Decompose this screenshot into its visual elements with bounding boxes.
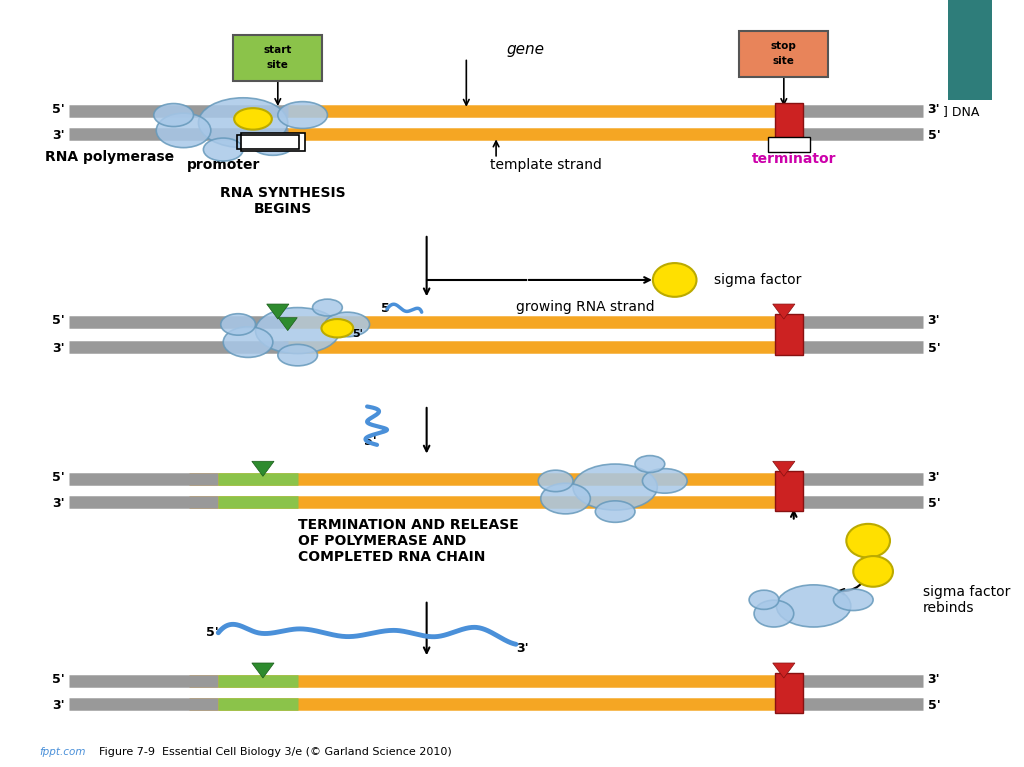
FancyBboxPatch shape <box>768 137 810 152</box>
Polygon shape <box>773 304 795 319</box>
Text: 3': 3' <box>52 130 65 142</box>
Ellipse shape <box>255 308 340 354</box>
FancyBboxPatch shape <box>241 133 304 151</box>
Polygon shape <box>773 461 795 476</box>
Text: growing RNA strand: growing RNA strand <box>516 300 654 314</box>
Ellipse shape <box>253 137 293 155</box>
Circle shape <box>853 556 893 587</box>
Ellipse shape <box>325 312 370 337</box>
Text: 5': 5' <box>352 329 364 340</box>
Ellipse shape <box>541 483 591 514</box>
Text: 5': 5' <box>928 498 940 510</box>
Ellipse shape <box>595 501 635 522</box>
Text: 5': 5' <box>928 130 940 142</box>
Ellipse shape <box>278 344 317 366</box>
Text: 5': 5' <box>381 302 393 314</box>
Ellipse shape <box>834 589 873 611</box>
Text: sigma factor: sigma factor <box>715 273 802 287</box>
Ellipse shape <box>234 108 271 130</box>
Text: 3': 3' <box>928 314 940 327</box>
Ellipse shape <box>278 102 328 129</box>
Text: sigma factor
rebinds: sigma factor rebinds <box>923 584 1010 615</box>
Text: 5': 5' <box>52 314 65 327</box>
Text: ] DNA: ] DNA <box>942 105 979 117</box>
Text: RNA SYNTHESIS
BEGINS: RNA SYNTHESIS BEGINS <box>220 186 345 216</box>
Polygon shape <box>266 304 289 319</box>
Text: 5': 5' <box>365 435 377 447</box>
Ellipse shape <box>539 470 573 492</box>
Circle shape <box>653 263 696 297</box>
Text: 3': 3' <box>928 673 940 686</box>
Text: Figure 7-9  Essential Cell Biology 3/e (© Garland Science 2010): Figure 7-9 Essential Cell Biology 3/e (©… <box>99 746 452 757</box>
Ellipse shape <box>635 456 665 472</box>
Ellipse shape <box>573 464 657 510</box>
Text: fppt.com: fppt.com <box>40 746 86 757</box>
Text: site: site <box>773 56 795 67</box>
Text: 3': 3' <box>516 642 528 654</box>
Ellipse shape <box>750 591 779 609</box>
Ellipse shape <box>223 327 272 357</box>
Text: 3': 3' <box>928 472 940 484</box>
Ellipse shape <box>322 319 353 337</box>
Ellipse shape <box>221 314 255 335</box>
FancyBboxPatch shape <box>775 103 803 143</box>
FancyBboxPatch shape <box>775 314 803 355</box>
Ellipse shape <box>776 584 851 627</box>
Polygon shape <box>252 663 274 678</box>
Text: 5': 5' <box>52 472 65 484</box>
Text: 5': 5' <box>928 342 940 354</box>
Circle shape <box>846 524 890 558</box>
Ellipse shape <box>154 104 194 127</box>
Polygon shape <box>252 461 274 476</box>
Text: 5': 5' <box>206 627 218 639</box>
Ellipse shape <box>157 113 211 148</box>
Polygon shape <box>773 663 795 678</box>
FancyBboxPatch shape <box>775 673 803 713</box>
Ellipse shape <box>204 138 243 161</box>
Text: 3': 3' <box>52 700 65 712</box>
Text: gene: gene <box>507 42 545 58</box>
Text: 5': 5' <box>52 104 65 116</box>
FancyBboxPatch shape <box>775 471 803 511</box>
Ellipse shape <box>312 299 342 316</box>
Ellipse shape <box>199 98 288 148</box>
Text: 3': 3' <box>52 498 65 510</box>
Text: terminator: terminator <box>752 152 836 166</box>
Text: promoter: promoter <box>186 158 260 172</box>
Ellipse shape <box>754 600 794 627</box>
Text: 5': 5' <box>928 700 940 712</box>
Text: site: site <box>267 60 289 71</box>
Text: 3': 3' <box>52 342 65 354</box>
Text: template strand: template strand <box>489 158 602 172</box>
FancyBboxPatch shape <box>947 0 992 100</box>
Text: 3': 3' <box>928 104 940 116</box>
Text: TERMINATION AND RELEASE
OF POLYMERASE AND
COMPLETED RNA CHAIN: TERMINATION AND RELEASE OF POLYMERASE AN… <box>298 518 518 564</box>
Polygon shape <box>279 318 297 331</box>
Ellipse shape <box>642 469 687 493</box>
Text: stop: stop <box>771 41 797 51</box>
FancyBboxPatch shape <box>739 31 828 77</box>
FancyBboxPatch shape <box>233 35 323 81</box>
Text: start: start <box>263 44 292 55</box>
Text: RNA polymerase: RNA polymerase <box>45 150 174 164</box>
Text: 5': 5' <box>52 673 65 686</box>
